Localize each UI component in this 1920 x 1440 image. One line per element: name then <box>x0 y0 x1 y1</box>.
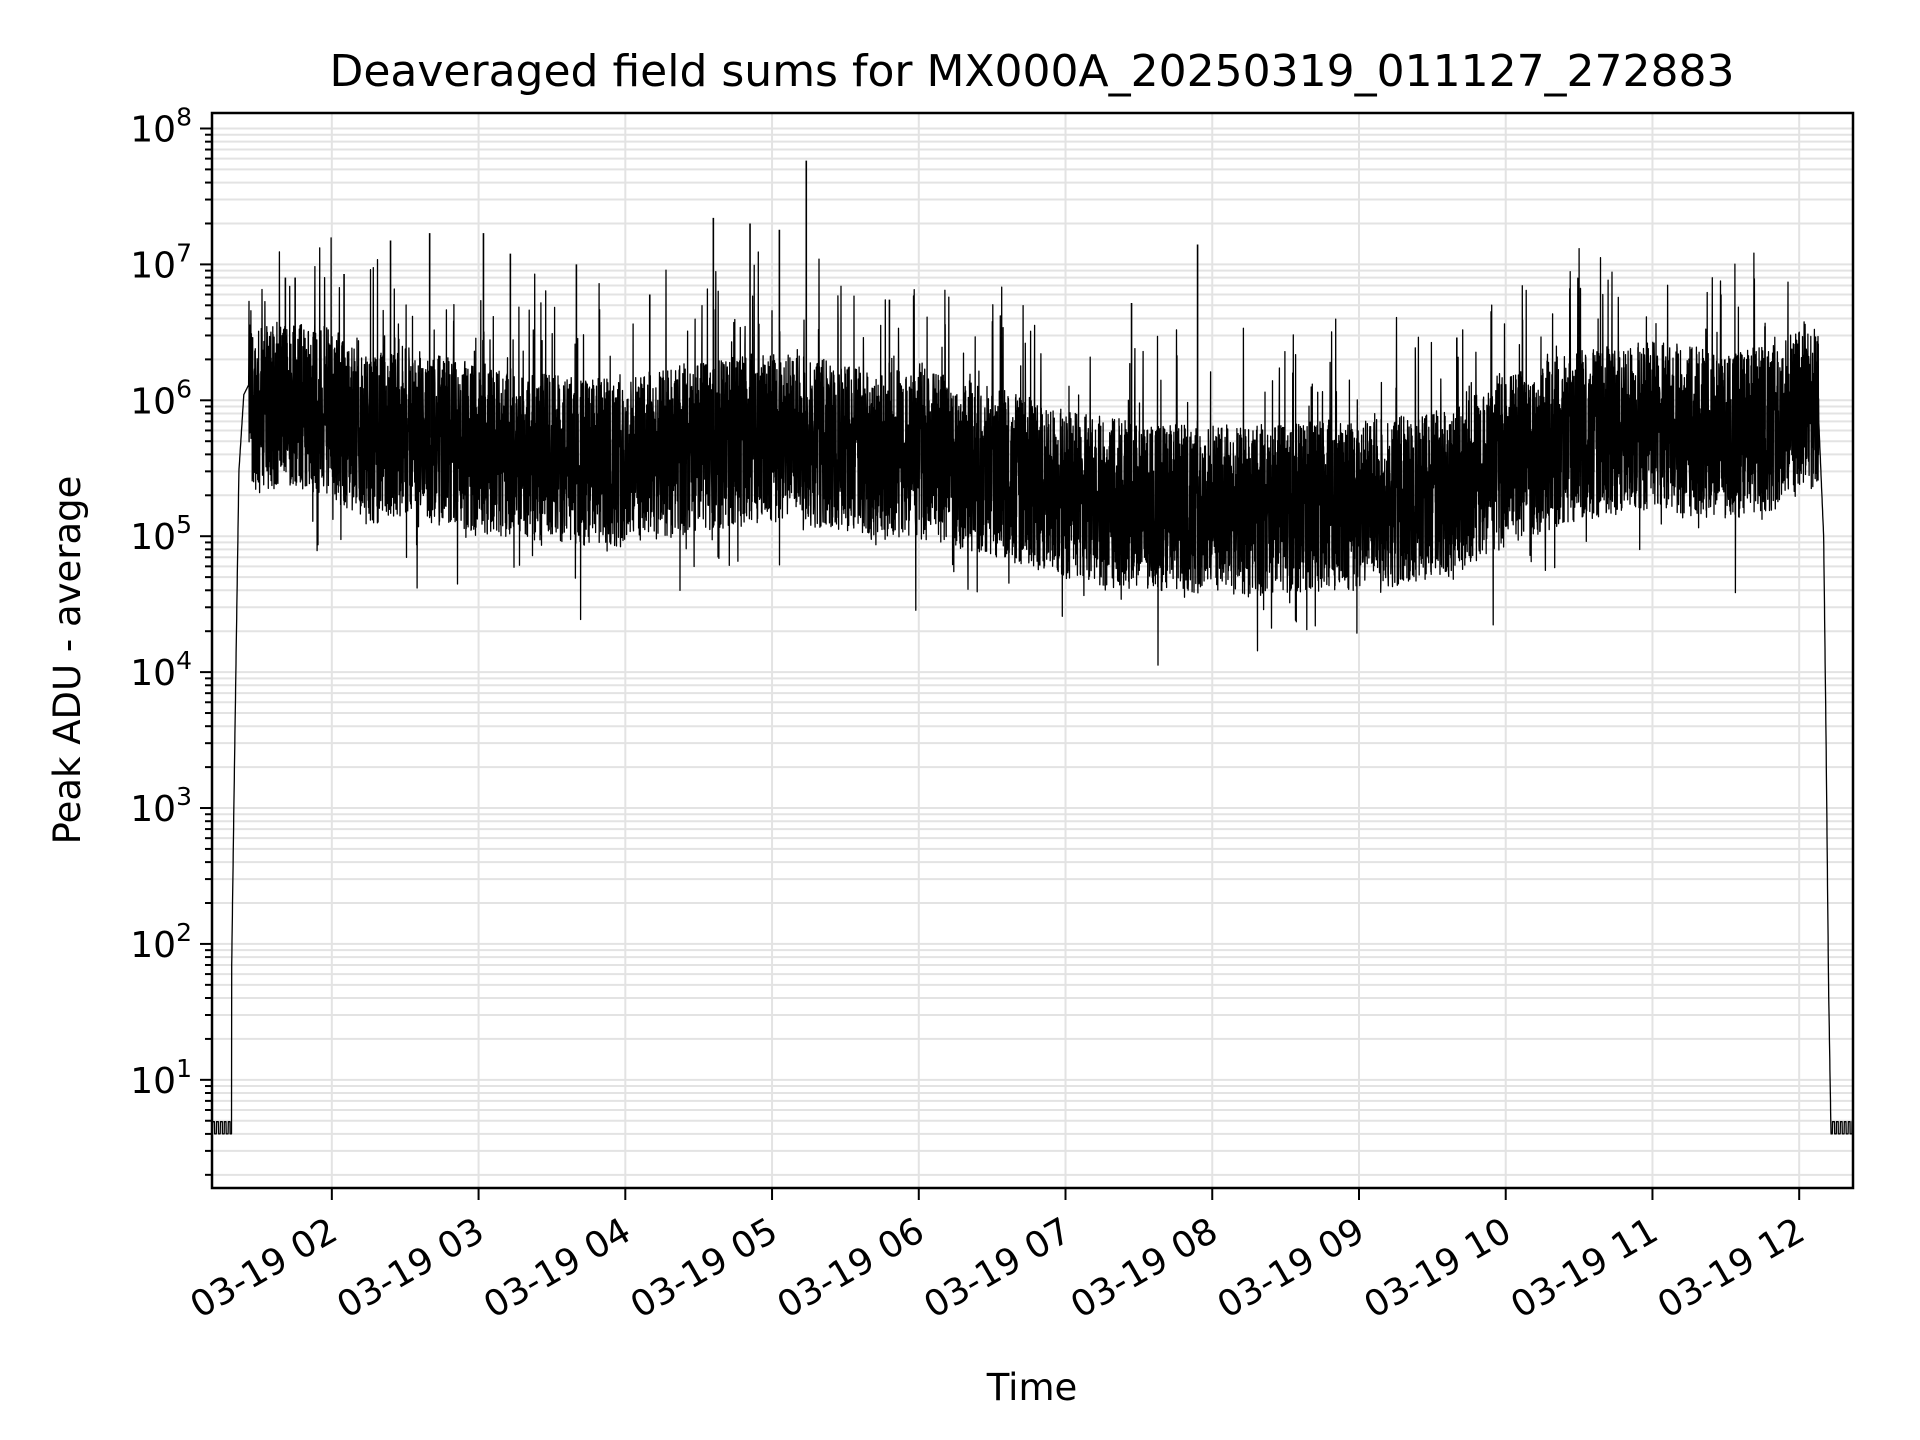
y-tick-label: 108 <box>130 102 192 150</box>
y-tick-label: 102 <box>130 918 192 966</box>
x-axis-title: Time <box>986 1366 1078 1409</box>
y-tick-label: 103 <box>130 782 192 830</box>
series-line <box>211 237 1854 1135</box>
chart-title: Deaveraged field sums for MX000A_2025031… <box>329 46 1734 97</box>
grid <box>212 113 1853 1188</box>
y-tick-label: 104 <box>130 646 192 694</box>
y-tick-labels: 101 102 103 104 105 106 107 108 <box>130 102 192 1101</box>
y-tick-label: 106 <box>130 374 192 422</box>
y-axis-title: Peak ADU - average <box>46 476 89 845</box>
data-series <box>211 160 1854 1135</box>
y-tick-label: 101 <box>130 1054 192 1102</box>
y-tick-label: 107 <box>130 238 192 286</box>
y-tick-label: 105 <box>130 510 192 558</box>
plot-frame <box>210 111 1855 1190</box>
tick-marks <box>200 127 1801 1200</box>
